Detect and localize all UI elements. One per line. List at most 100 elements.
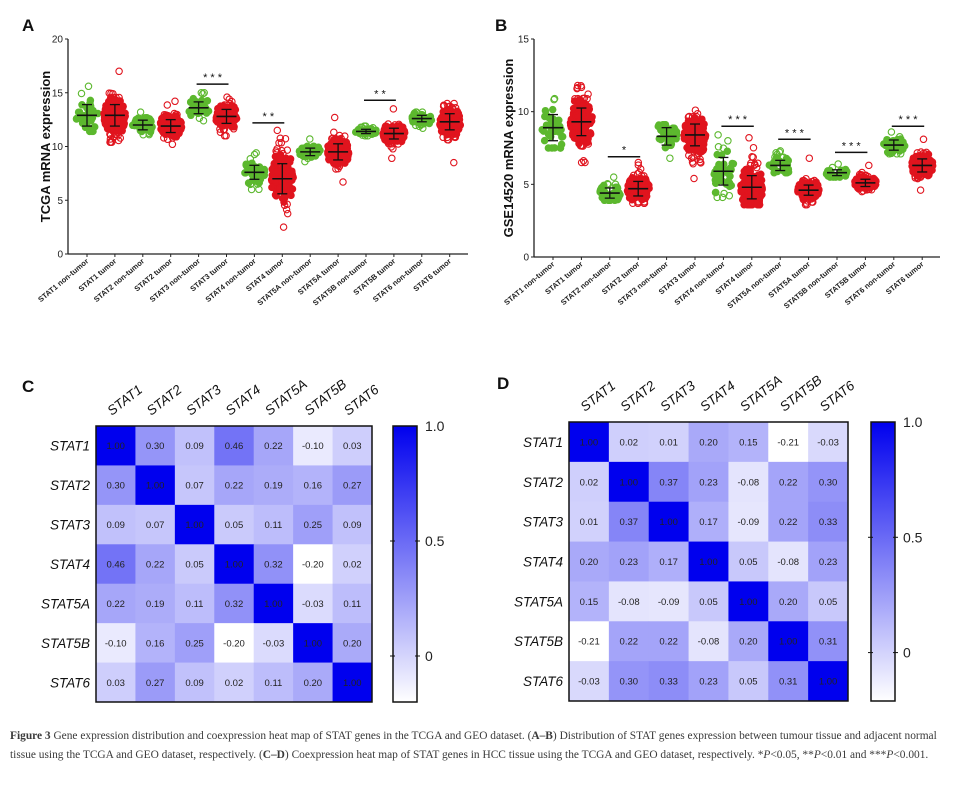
heatmap-cell-value: 0.20	[304, 678, 323, 689]
heatmap-column-label: STAT3	[183, 382, 224, 419]
heatmap-cell	[135, 465, 176, 506]
data-point	[247, 185, 256, 194]
heatmap-cell-value: 0.25	[304, 520, 323, 531]
heatmap-cell	[332, 583, 373, 624]
heatmap-column-label: STAT5B	[301, 376, 349, 418]
heatmap-cell-value: 0.19	[264, 481, 283, 492]
heatmap-column-label: STAT5A	[262, 376, 310, 418]
heatmap-cell-value: 0.37	[620, 517, 639, 528]
heatmap-cell-value: -0.20	[223, 638, 245, 649]
heatmap-cell-value: 0.05	[739, 677, 758, 688]
y-axis-title: TCGA mRNA expression	[38, 71, 53, 223]
heatmap-cell-value: 0.27	[146, 678, 165, 689]
heatmap-cell-value: 0.02	[620, 437, 639, 448]
data-point	[118, 127, 126, 135]
heatmap-cell-value: 0.22	[146, 560, 165, 571]
data-point	[440, 101, 448, 110]
heatmap-cell	[768, 581, 809, 622]
data-point	[724, 137, 732, 145]
heatmap-cell-value: 0.22	[225, 481, 244, 492]
data-point	[714, 143, 723, 151]
heatmap-cell	[96, 426, 136, 466]
heatmap-cell	[608, 422, 650, 463]
heatmap-cell-value: 0.30	[819, 477, 838, 488]
heatmap-cell-value: 0.09	[343, 520, 362, 531]
data-point	[81, 117, 90, 126]
caption-text: ) Distribution of STAT genes expression …	[10, 730, 937, 761]
heatmap-cell-value: 0.09	[185, 678, 204, 689]
x-category-label: STAT6 non-tumor	[371, 257, 425, 304]
colorbar-tick-label: 0.5	[425, 533, 445, 549]
data-point	[831, 173, 840, 181]
significance-label: * * *	[728, 114, 748, 126]
significance-label: *	[622, 145, 627, 157]
heatmap-cell-value: 0.15	[739, 437, 758, 448]
heatmap-cell	[768, 422, 809, 463]
data-point	[450, 158, 458, 167]
caption-text: Gene expression distribution and coexpre…	[50, 730, 532, 742]
data-point	[252, 149, 260, 157]
heatmap-cell-value: 0.02	[225, 678, 244, 689]
heatmap-row-label: STAT5B	[41, 636, 90, 651]
data-point	[579, 94, 587, 103]
heatmap-row-label: STAT1	[50, 439, 90, 454]
heatmap-row-label: STAT2	[523, 475, 563, 490]
heatmap-cell	[214, 583, 255, 624]
data-point	[276, 134, 285, 143]
heatmap-row-label: STAT2	[50, 478, 90, 493]
heatmap-cell	[332, 662, 373, 703]
heatmap-cell	[688, 661, 729, 702]
data-point	[865, 161, 873, 170]
heatmap-cell	[293, 465, 334, 506]
data-point	[276, 153, 285, 161]
heatmap-cell	[648, 501, 690, 543]
data-point	[692, 112, 701, 121]
heatmap-cell-value: 0.11	[186, 599, 204, 610]
data-point	[548, 105, 557, 114]
data-point	[199, 116, 208, 125]
data-point	[135, 117, 143, 126]
data-point	[389, 105, 398, 113]
x-category-label: STAT4 non-tumor	[673, 260, 727, 307]
heatmap-cell-value: 0.32	[264, 560, 283, 571]
data-point	[666, 154, 674, 162]
panel-a-dot-plot: A 0 5 10 15 20 TCGA mRNA expression STAT1 non-t…	[22, 16, 468, 308]
data-point	[277, 139, 286, 147]
data-point	[573, 135, 581, 143]
heatmap-cell	[808, 461, 849, 503]
x-category-label: STAT4 non-tumor	[204, 257, 258, 304]
data-point	[916, 186, 925, 194]
heatmap-cell	[96, 504, 136, 545]
heatmap-cell	[768, 501, 809, 543]
data-point	[250, 150, 259, 159]
data-point	[340, 154, 348, 163]
data-point	[102, 106, 110, 114]
heatmap-row-label: STAT6	[50, 675, 90, 690]
heatmap-cell-value: 0.09	[185, 441, 204, 452]
data-point	[86, 126, 95, 134]
y-tick-label: 0	[57, 250, 63, 261]
data-point	[919, 135, 928, 144]
heatmap-cell	[728, 541, 769, 582]
data-point	[672, 128, 681, 136]
heatmap-cell-value: 0.32	[225, 599, 244, 610]
panel-letter-b: B	[495, 16, 507, 35]
heatmap-cell	[648, 621, 690, 662]
heatmap-column-label: STAT4	[697, 378, 738, 414]
heatmap-cell	[96, 623, 136, 664]
data-point	[389, 145, 397, 153]
heatmap-row-label: STAT3	[50, 518, 90, 533]
data-point	[119, 102, 127, 111]
data-point	[657, 135, 665, 144]
heatmap-row-label: STAT5B	[514, 634, 563, 649]
heatmap-cell-value: 0.23	[699, 677, 718, 688]
heatmap-cell	[253, 662, 294, 703]
data-point	[541, 112, 549, 121]
heatmap-cell-value: -0.21	[578, 637, 600, 648]
heatmap-cell-value: 0.03	[343, 441, 362, 452]
data-point	[283, 209, 292, 218]
data-point	[279, 223, 288, 231]
data-point	[924, 150, 933, 159]
data-point	[443, 135, 452, 144]
data-point	[661, 120, 669, 129]
